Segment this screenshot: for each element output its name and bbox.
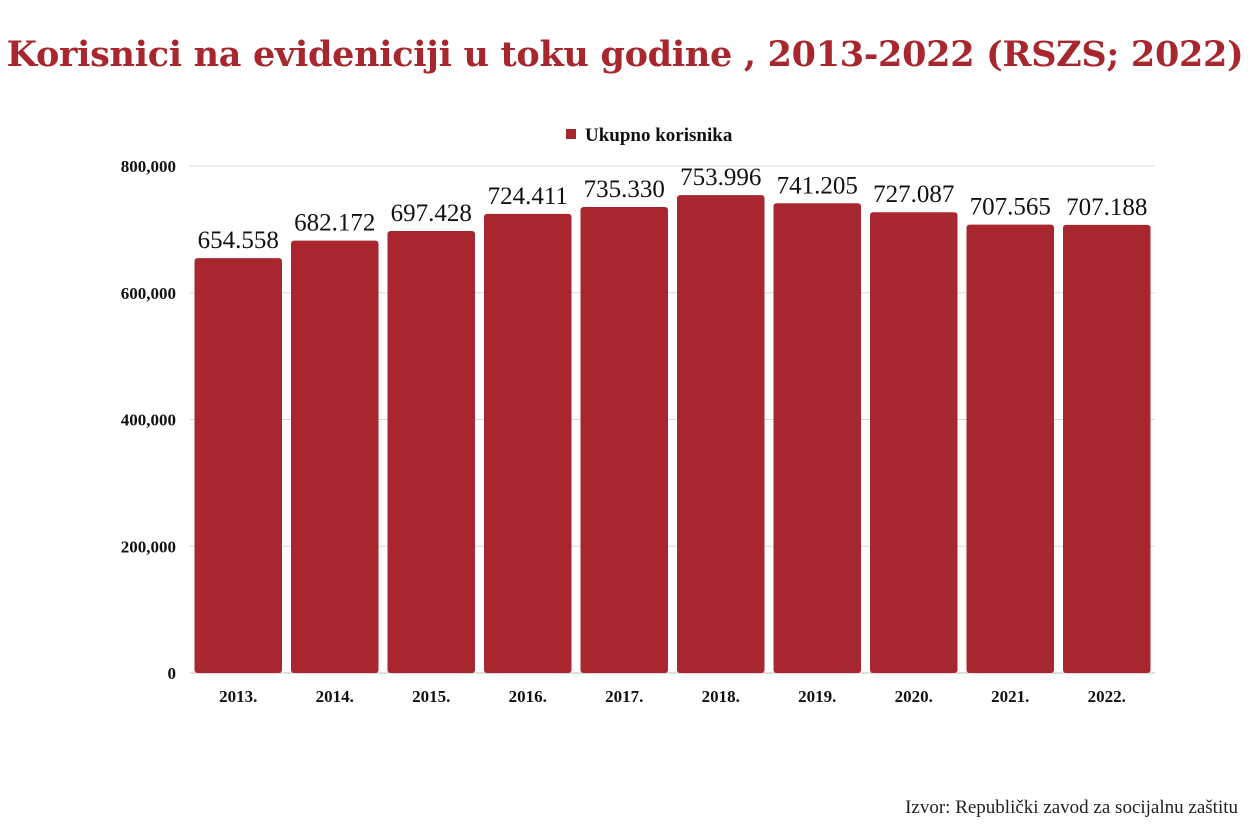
y-tick-label: 400,000 xyxy=(121,411,176,430)
bar xyxy=(870,212,958,673)
x-tick-label: 2021. xyxy=(991,687,1029,706)
x-tick-label: 2019. xyxy=(798,687,836,706)
x-tick-label: 2014. xyxy=(316,687,354,706)
bar xyxy=(484,213,572,673)
y-tick-label: 0 xyxy=(168,664,177,683)
bar xyxy=(580,206,668,673)
x-tick-label: 2013. xyxy=(219,687,257,706)
bar xyxy=(677,195,765,673)
bar xyxy=(291,240,379,673)
data-label: 741.205 xyxy=(777,172,858,199)
bar xyxy=(387,231,475,673)
y-tick-label: 800,000 xyxy=(121,157,176,176)
bar xyxy=(194,258,282,673)
source-note: Izvor: Republički zavod za socijalnu zaš… xyxy=(905,797,1238,818)
x-tick-label: 2022. xyxy=(1088,687,1126,706)
data-label: 735.330 xyxy=(584,176,665,203)
data-label: 682.172 xyxy=(294,210,375,237)
x-tick-label: 2015. xyxy=(412,687,450,706)
data-label: 727.087 xyxy=(873,181,954,208)
x-tick-label: 2017. xyxy=(605,687,643,706)
x-tick-label: 2020. xyxy=(895,687,933,706)
data-label: 697.428 xyxy=(391,200,472,227)
data-label: 654.558 xyxy=(198,227,279,254)
bar xyxy=(1063,224,1151,673)
y-tick-label: 200,000 xyxy=(121,537,176,556)
y-tick-label: 600,000 xyxy=(121,284,176,303)
legend-swatch xyxy=(566,129,576,139)
x-tick-label: 2016. xyxy=(509,687,547,706)
x-tick-label: 2018. xyxy=(702,687,740,706)
bar xyxy=(773,203,861,673)
chart-title: Korisnici na evideniciji u toku godine ,… xyxy=(6,34,1244,75)
data-label: 724.411 xyxy=(488,183,568,210)
bar xyxy=(966,224,1054,673)
data-label: 707.188 xyxy=(1066,194,1147,221)
data-label: 707.565 xyxy=(970,194,1051,221)
data-label: 753.996 xyxy=(680,164,761,191)
legend-label: Ukupno korisnika xyxy=(585,125,733,146)
